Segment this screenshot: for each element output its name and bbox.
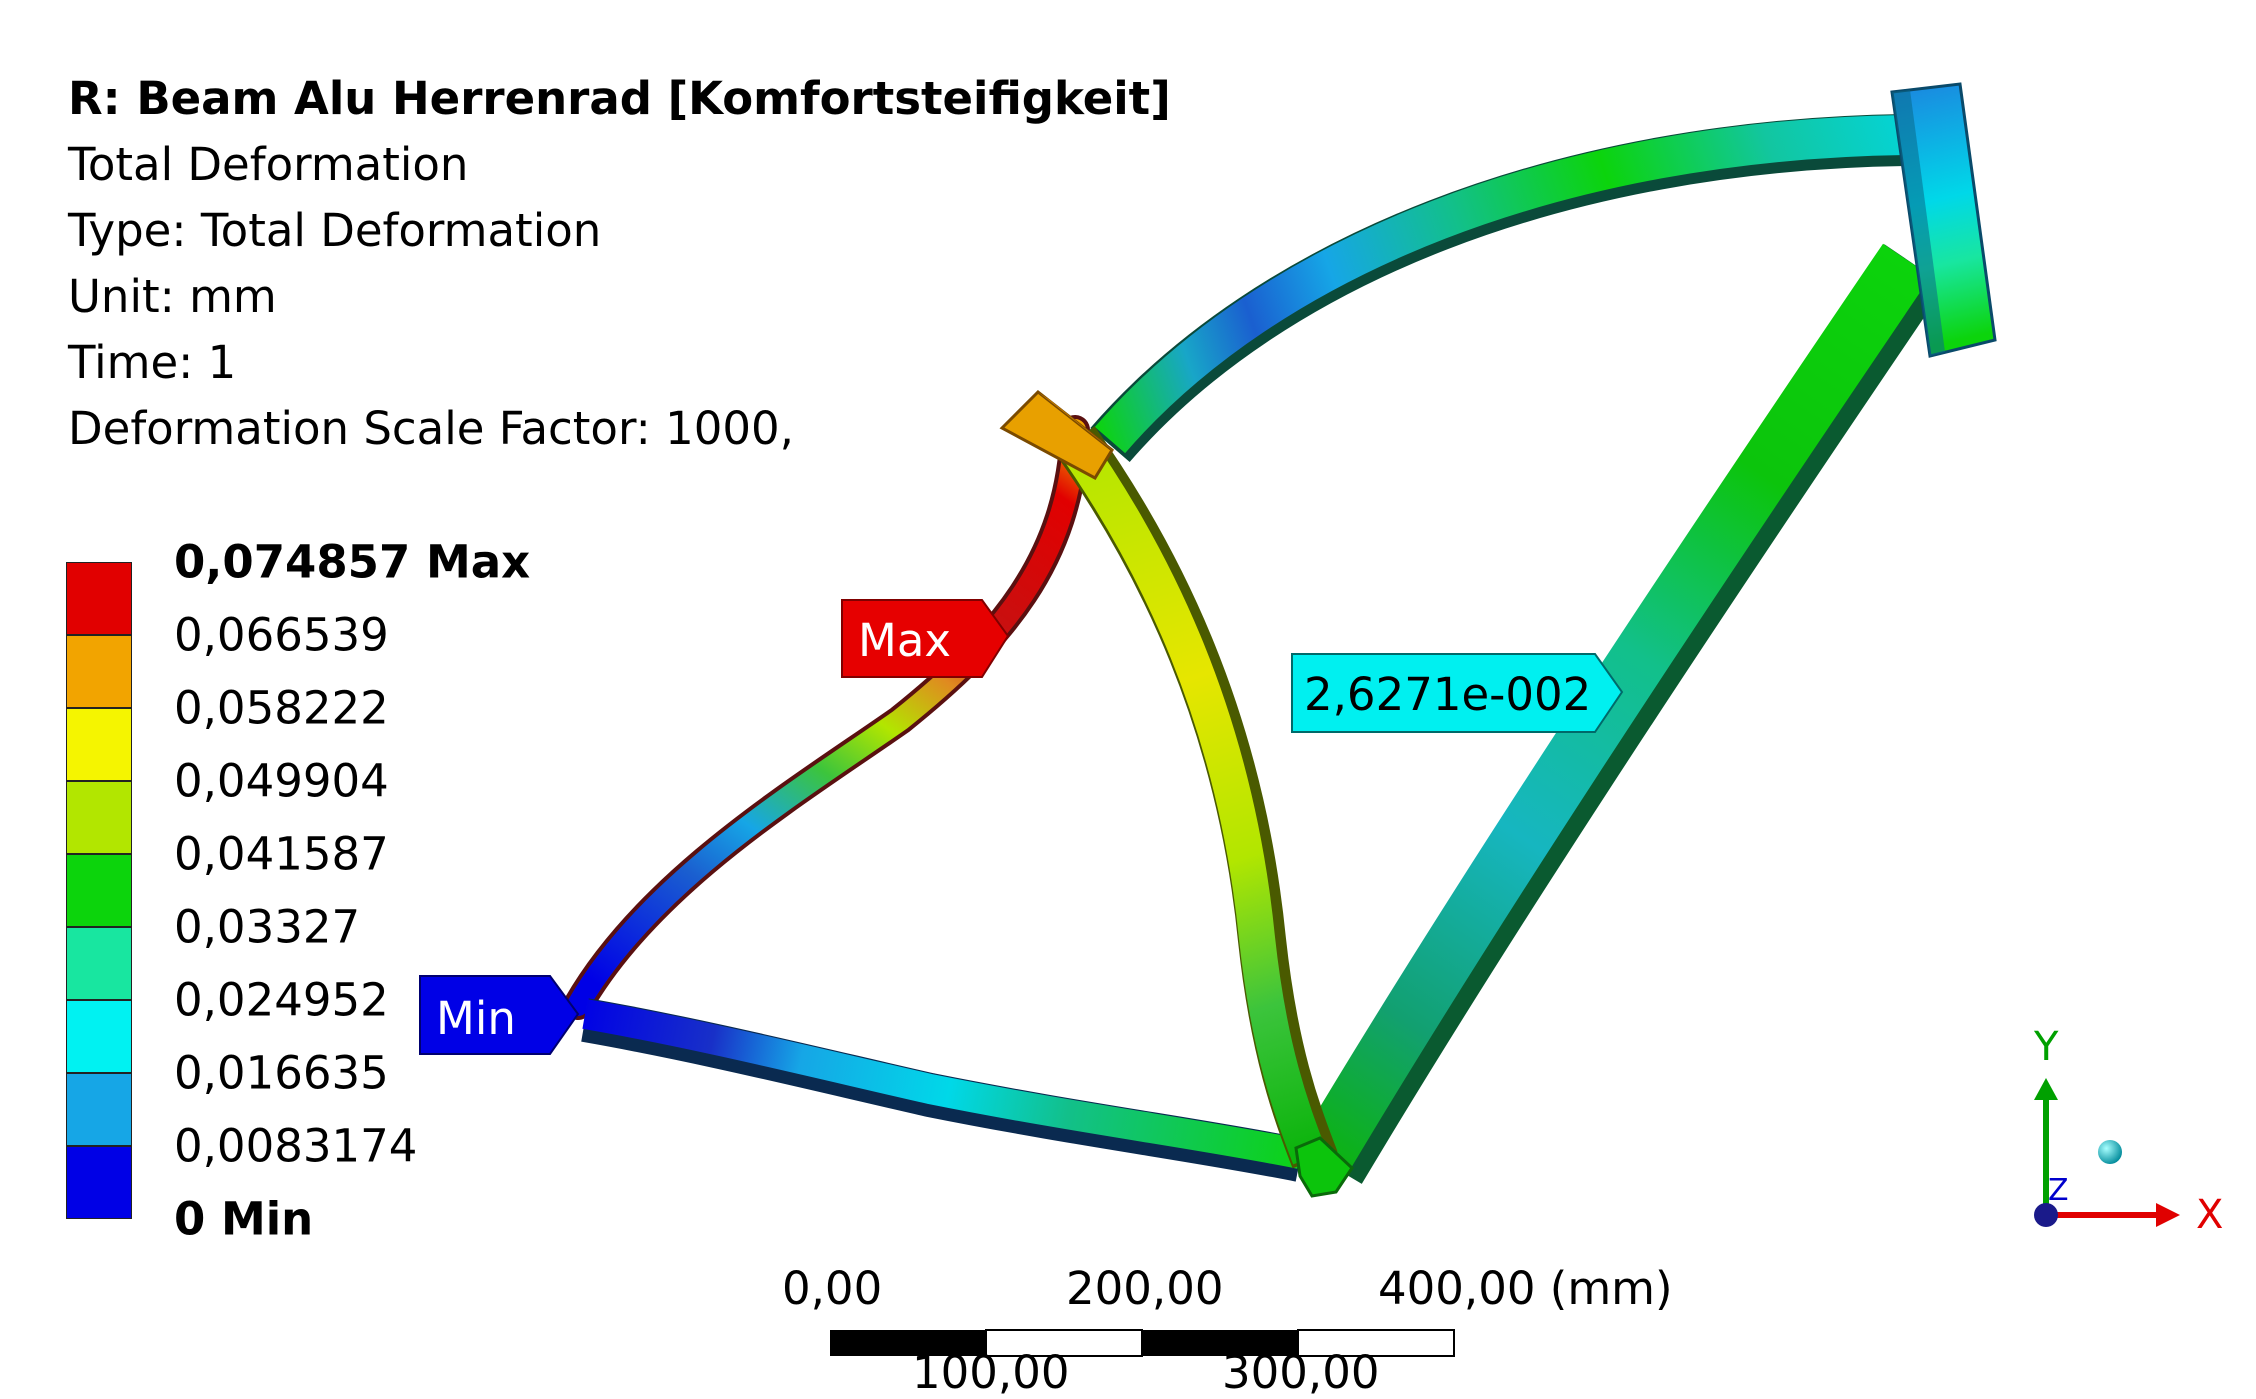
legend-band-6 [66, 927, 132, 1000]
value-probe-tag[interactable] [1291, 653, 1624, 733]
scale-tick-label: 300,00 [1222, 1346, 1380, 1399]
legend-label: 0,024952 [174, 973, 389, 1027]
legend-label: 0,058222 [174, 681, 389, 735]
legend-label: 0,049904 [174, 754, 389, 808]
result-name: Total Deformation [68, 138, 469, 191]
coordinate-triad[interactable]: Y X Z [2033, 1024, 2223, 1238]
legend-band-4 [66, 781, 132, 854]
y-axis-label: Y [2033, 1024, 2059, 1070]
min-probe[interactable]: Min [419, 975, 580, 1055]
legend-label: 0,03327 [174, 900, 361, 954]
max-probe-tag[interactable] [841, 599, 1010, 678]
result-type: Type: Total Deformation [68, 204, 602, 257]
value-probe[interactable]: 2,6271e-002 [1291, 653, 1624, 733]
legend-band-2 [66, 635, 132, 708]
x-axis-label: X [2196, 1192, 2223, 1238]
bike-frame[interactable] [563, 82, 1997, 1198]
scale-tick-label: 100,00 [912, 1346, 1070, 1399]
result-time: Time: 1 [68, 336, 237, 389]
result-info: R: Beam Alu Herrenrad [Komfortsteifigkei… [68, 66, 1171, 462]
legend-label: 0,0083174 [174, 1119, 418, 1173]
min-probe-label: Min [436, 992, 516, 1045]
z-axis-dot [2034, 1203, 2058, 1227]
scale-tick-label: 400,00 (mm) [1378, 1262, 1673, 1315]
legend-band-5 [66, 854, 132, 927]
legend-label-min: 0 Min [174, 1192, 314, 1246]
legend-band-8 [66, 1073, 132, 1146]
min-probe-tag[interactable] [419, 975, 580, 1055]
bottom-bracket[interactable] [1294, 1136, 1354, 1198]
legend-band-9 [66, 1146, 132, 1219]
legend-label: 0,066539 [174, 608, 389, 662]
result-title: R: Beam Alu Herrenrad [Komfortsteifigkei… [68, 72, 1171, 125]
isometric-view-ball[interactable] [2098, 1140, 2122, 1164]
legend-label: 0,041587 [174, 827, 389, 881]
x-axis-arrow-head [2156, 1203, 2180, 1227]
legend-band-7 [66, 1000, 132, 1073]
max-probe[interactable]: Max [841, 599, 1010, 678]
max-probe-label: Max [858, 614, 951, 667]
result-unit: Unit: mm [68, 270, 277, 323]
legend-band-1 [66, 562, 132, 635]
scale-tick-label: 0,00 [782, 1262, 883, 1315]
z-axis-label: Z [2048, 1173, 2069, 1208]
result-scale-factor: Deformation Scale Factor: 1000, [68, 402, 794, 455]
legend-band-3 [66, 708, 132, 781]
scale-bar [830, 1329, 1455, 1357]
y-axis-arrow-head [2034, 1078, 2058, 1100]
legend-label: 0,016635 [174, 1046, 389, 1100]
scale-tick-label: 200,00 [1066, 1262, 1224, 1315]
legend-label-max: 0,074857 Max [174, 535, 531, 589]
value-probe-label: 2,6271e-002 [1304, 668, 1591, 721]
